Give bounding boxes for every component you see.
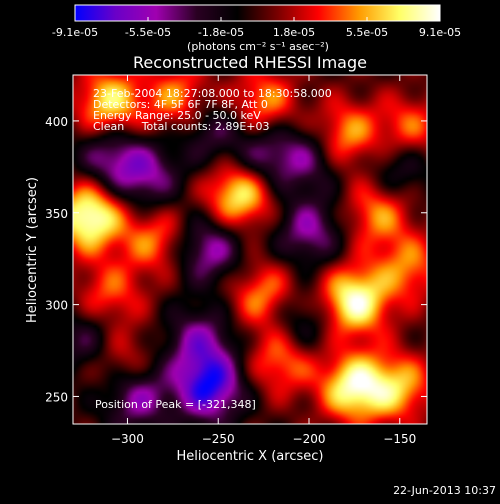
colorbar-tick-label: -9.1e-05	[52, 26, 98, 39]
y-tick-label: 250	[45, 390, 68, 404]
chart-title: Reconstructed RHESSI Image	[133, 53, 367, 72]
y-axis-label: Heliocentric Y (arcsec)	[25, 177, 40, 323]
colorbar-tick-label: 1.8e-05	[273, 26, 315, 39]
info-line-3: Energy Range: 25.0 - 50.0 keV	[93, 109, 261, 122]
colorbar-tick-label: -1.8e-05	[198, 26, 244, 39]
y-axis-ticks: 250 300 350 400	[45, 115, 427, 404]
y-tick-label: 300	[45, 299, 68, 313]
info-block: 23-Feb-2004 18:27:08.000 to 18:30:58.000…	[93, 87, 332, 133]
colorbar-ticks: -9.1e-05 -5.5e-05 -1.8e-05 1.8e-05 5.5e-05 9.…	[52, 17, 461, 39]
colorbar-tick-label: 5.5e-05	[346, 26, 388, 39]
y-tick-label: 350	[45, 207, 68, 221]
x-tick-label: −250	[202, 432, 235, 446]
info-line-4: Clean Total counts: 2.89E+03	[93, 120, 270, 133]
timestamp: 22-Jun-2013 10:37	[393, 484, 496, 497]
peak-position-label: Position of Peak = [-321,348]	[95, 398, 256, 411]
colorbar-tick-label: 9.1e-05	[419, 26, 461, 39]
x-axis-label: Heliocentric X (arcsec)	[177, 449, 324, 464]
info-line-1: 23-Feb-2004 18:27:08.000 to 18:30:58.000	[93, 87, 332, 100]
x-tick-label: −150	[383, 432, 416, 446]
plot-frame	[72, 74, 428, 425]
x-axis-ticks: −300 −250 −200 −150	[111, 75, 416, 446]
colorbar-unit-label: (photons cm⁻² s⁻¹ asec⁻²)	[187, 40, 329, 53]
heatmap-image	[73, 75, 427, 424]
colorbar-tick-label: -5.5e-05	[125, 26, 171, 39]
y-tick-label: 400	[45, 115, 68, 129]
x-tick-label: −300	[111, 432, 144, 446]
colorbar	[74, 4, 441, 22]
info-line-2: Detectors: 4F 5F 6F 7F 8F, Att 0	[93, 98, 268, 111]
x-tick-label: −200	[293, 432, 326, 446]
